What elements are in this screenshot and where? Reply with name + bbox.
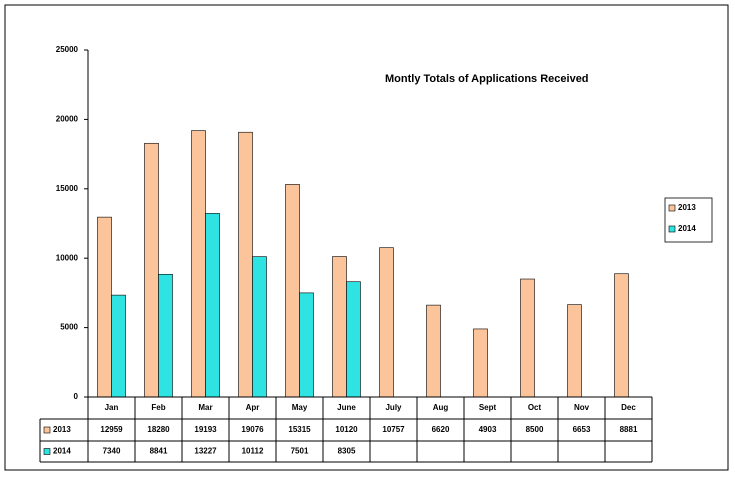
x-tick-label: Nov (574, 403, 590, 412)
table-legend-key (43, 426, 51, 434)
table-value: 8841 (150, 447, 168, 456)
bar (158, 273, 173, 398)
legend-label: 2013 (678, 203, 696, 212)
bar (473, 328, 488, 398)
x-tick-label: Dec (621, 403, 636, 412)
table-value: 6653 (573, 425, 591, 434)
table-legend-key (43, 448, 51, 455)
x-tick-label: Mar (198, 403, 212, 412)
bar (285, 184, 300, 398)
legend-key (668, 225, 676, 233)
chart-title: Montly Totals of Applications Received (385, 73, 589, 85)
bar (191, 130, 206, 398)
table-value: 12959 (100, 425, 123, 434)
bar (614, 273, 629, 398)
bar (426, 304, 441, 398)
bar (238, 131, 253, 398)
legend-label: 2014 (678, 224, 696, 233)
table-value: 18280 (147, 425, 170, 434)
bar (299, 292, 314, 398)
chart-frame (4, 4, 729, 471)
y-tick-label: 10000 (56, 253, 79, 262)
bar (567, 304, 582, 398)
y-tick-label: 20000 (56, 115, 79, 124)
table-series-name: 2013 (53, 425, 71, 434)
y-tick-label: 0 (74, 392, 79, 401)
bar (379, 247, 394, 398)
table-value: 19076 (241, 425, 264, 434)
x-tick-label: May (292, 403, 308, 412)
y-tick-label: 5000 (60, 323, 78, 332)
table-value: 7501 (291, 447, 309, 456)
table-value: 4903 (479, 425, 497, 434)
table-value: 19193 (194, 425, 217, 434)
y-tick-label: 25000 (56, 45, 79, 54)
bar (97, 216, 112, 398)
table-value: 10120 (335, 425, 358, 434)
table-value: 8500 (526, 425, 544, 434)
y-tick-label: 15000 (56, 184, 79, 193)
bar (520, 278, 535, 398)
bar (144, 142, 159, 398)
x-tick-label: Oct (528, 403, 542, 412)
table-value: 13227 (194, 447, 217, 456)
bar (346, 281, 361, 398)
table-value: 10757 (382, 425, 405, 434)
x-tick-label: Feb (151, 403, 165, 412)
table-series-name: 2014 (53, 447, 71, 456)
bar (111, 294, 126, 398)
table-value: 8305 (338, 447, 356, 456)
table-value: 8881 (620, 425, 638, 434)
x-tick-label: Jan (105, 403, 119, 412)
bar (332, 256, 347, 398)
table-value: 7340 (103, 447, 121, 456)
bar (205, 213, 220, 398)
x-tick-label: July (385, 403, 402, 412)
legend-key (668, 204, 676, 212)
x-tick-label: Apr (246, 403, 260, 412)
table-value: 6620 (432, 425, 450, 434)
x-tick-label: June (337, 403, 356, 412)
x-tick-label: Sept (479, 403, 497, 412)
bar (252, 256, 267, 398)
table-value: 10112 (242, 447, 264, 456)
x-tick-label: Aug (433, 403, 449, 412)
table-value: 15315 (288, 425, 311, 434)
